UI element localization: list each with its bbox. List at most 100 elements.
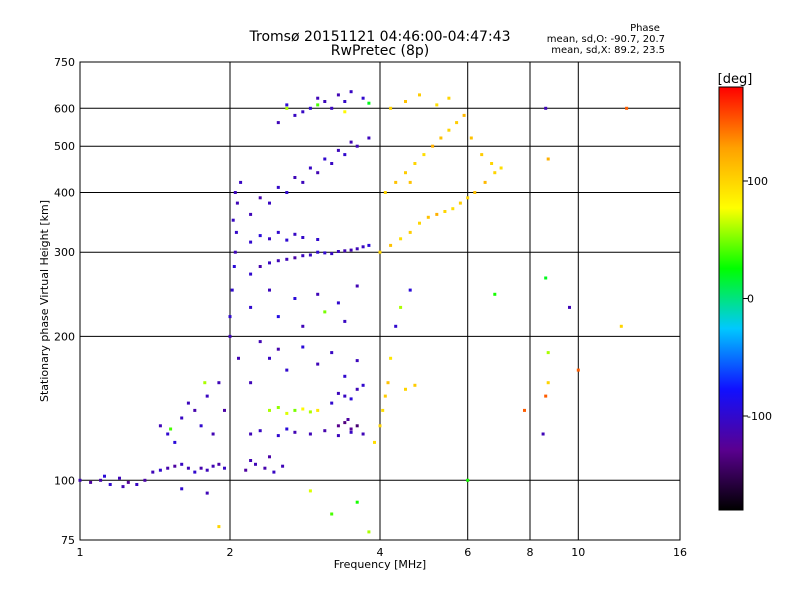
data-point bbox=[169, 427, 173, 431]
data-point bbox=[361, 245, 365, 249]
data-point bbox=[355, 359, 359, 363]
data-point bbox=[268, 201, 271, 205]
data-point bbox=[158, 468, 162, 472]
data-point bbox=[199, 424, 203, 428]
data-points bbox=[78, 90, 629, 534]
data-point bbox=[301, 345, 305, 349]
data-point bbox=[625, 106, 629, 110]
data-point bbox=[330, 106, 334, 110]
data-point bbox=[126, 480, 130, 484]
data-point bbox=[355, 284, 359, 288]
colorbar-ticks: 100 0 -100 bbox=[743, 175, 772, 423]
data-point bbox=[244, 468, 248, 472]
data-point bbox=[480, 153, 484, 157]
data-point bbox=[258, 265, 262, 268]
data-point bbox=[199, 466, 203, 470]
stats-line-x: mean, sd,X: 89.2, 23.5 bbox=[551, 45, 665, 56]
data-point bbox=[466, 196, 470, 200]
stats-line-o: mean, sd,O: -90.7, 20.7 bbox=[547, 34, 665, 45]
data-point bbox=[316, 103, 320, 107]
data-point bbox=[619, 324, 623, 328]
data-point bbox=[343, 421, 347, 425]
data-point bbox=[336, 391, 340, 395]
data-point bbox=[367, 136, 371, 140]
y-axis-label: Stationary phase Virtual Height [km] bbox=[38, 200, 51, 402]
data-point bbox=[301, 180, 305, 184]
data-point bbox=[404, 387, 407, 391]
data-point bbox=[349, 248, 353, 252]
data-point bbox=[223, 408, 226, 412]
data-point bbox=[473, 191, 477, 194]
data-point bbox=[462, 113, 466, 117]
data-point bbox=[355, 424, 359, 428]
data-point bbox=[217, 381, 221, 385]
colorbar-label: [deg] bbox=[718, 72, 753, 87]
data-point bbox=[228, 334, 232, 338]
data-point bbox=[568, 305, 571, 309]
colorbar-tick-label: -100 bbox=[747, 410, 772, 423]
x-tick-label: 8 bbox=[527, 546, 534, 559]
data-point bbox=[108, 483, 112, 486]
data-point bbox=[293, 297, 297, 300]
data-point bbox=[408, 180, 412, 184]
data-point bbox=[439, 136, 443, 140]
data-point bbox=[389, 106, 393, 110]
data-point bbox=[323, 251, 327, 255]
data-point bbox=[249, 381, 253, 385]
grid-lines bbox=[80, 62, 680, 540]
data-point bbox=[276, 259, 280, 263]
data-point bbox=[293, 232, 297, 236]
data-point bbox=[180, 416, 184, 420]
y-tick-label: 100 bbox=[54, 474, 75, 487]
data-point bbox=[466, 478, 470, 482]
data-point bbox=[330, 512, 334, 516]
data-point bbox=[404, 100, 407, 103]
data-point bbox=[249, 305, 253, 309]
data-point bbox=[316, 362, 320, 366]
data-point bbox=[233, 250, 237, 254]
data-point bbox=[408, 288, 412, 292]
data-point bbox=[399, 305, 403, 309]
data-point bbox=[544, 276, 548, 280]
data-point bbox=[343, 100, 347, 103]
data-point bbox=[276, 185, 280, 189]
data-point bbox=[285, 427, 289, 431]
data-point bbox=[361, 383, 365, 387]
data-point bbox=[336, 424, 340, 428]
data-point bbox=[413, 162, 417, 165]
data-point bbox=[546, 381, 550, 385]
data-point bbox=[205, 394, 209, 398]
data-point bbox=[323, 310, 327, 314]
colorbar bbox=[718, 86, 744, 511]
data-point bbox=[235, 201, 239, 205]
data-point bbox=[355, 144, 359, 148]
data-point bbox=[343, 110, 347, 114]
data-point bbox=[367, 243, 371, 247]
data-point bbox=[367, 101, 371, 105]
data-point bbox=[316, 238, 320, 241]
colorbar-tick-label: 100 bbox=[747, 175, 768, 188]
data-point bbox=[285, 257, 289, 261]
data-point bbox=[546, 351, 550, 355]
data-point bbox=[249, 459, 253, 462]
data-point bbox=[89, 480, 93, 484]
data-point bbox=[349, 90, 353, 94]
data-point bbox=[193, 408, 197, 412]
chart-subtitle: RwPretec (8p) bbox=[331, 43, 429, 59]
data-point bbox=[249, 212, 253, 216]
data-point bbox=[546, 157, 550, 161]
data-point bbox=[308, 106, 312, 110]
data-point bbox=[301, 236, 305, 239]
data-point bbox=[281, 464, 285, 468]
data-point bbox=[346, 418, 350, 421]
data-point bbox=[258, 234, 262, 238]
data-point bbox=[121, 485, 125, 489]
data-point bbox=[336, 301, 340, 305]
data-point bbox=[469, 136, 473, 140]
data-point bbox=[258, 196, 262, 200]
data-point bbox=[166, 466, 170, 470]
data-point bbox=[268, 356, 271, 360]
y-tick-label: 600 bbox=[54, 102, 75, 115]
data-point bbox=[285, 238, 289, 242]
data-point bbox=[308, 166, 312, 170]
